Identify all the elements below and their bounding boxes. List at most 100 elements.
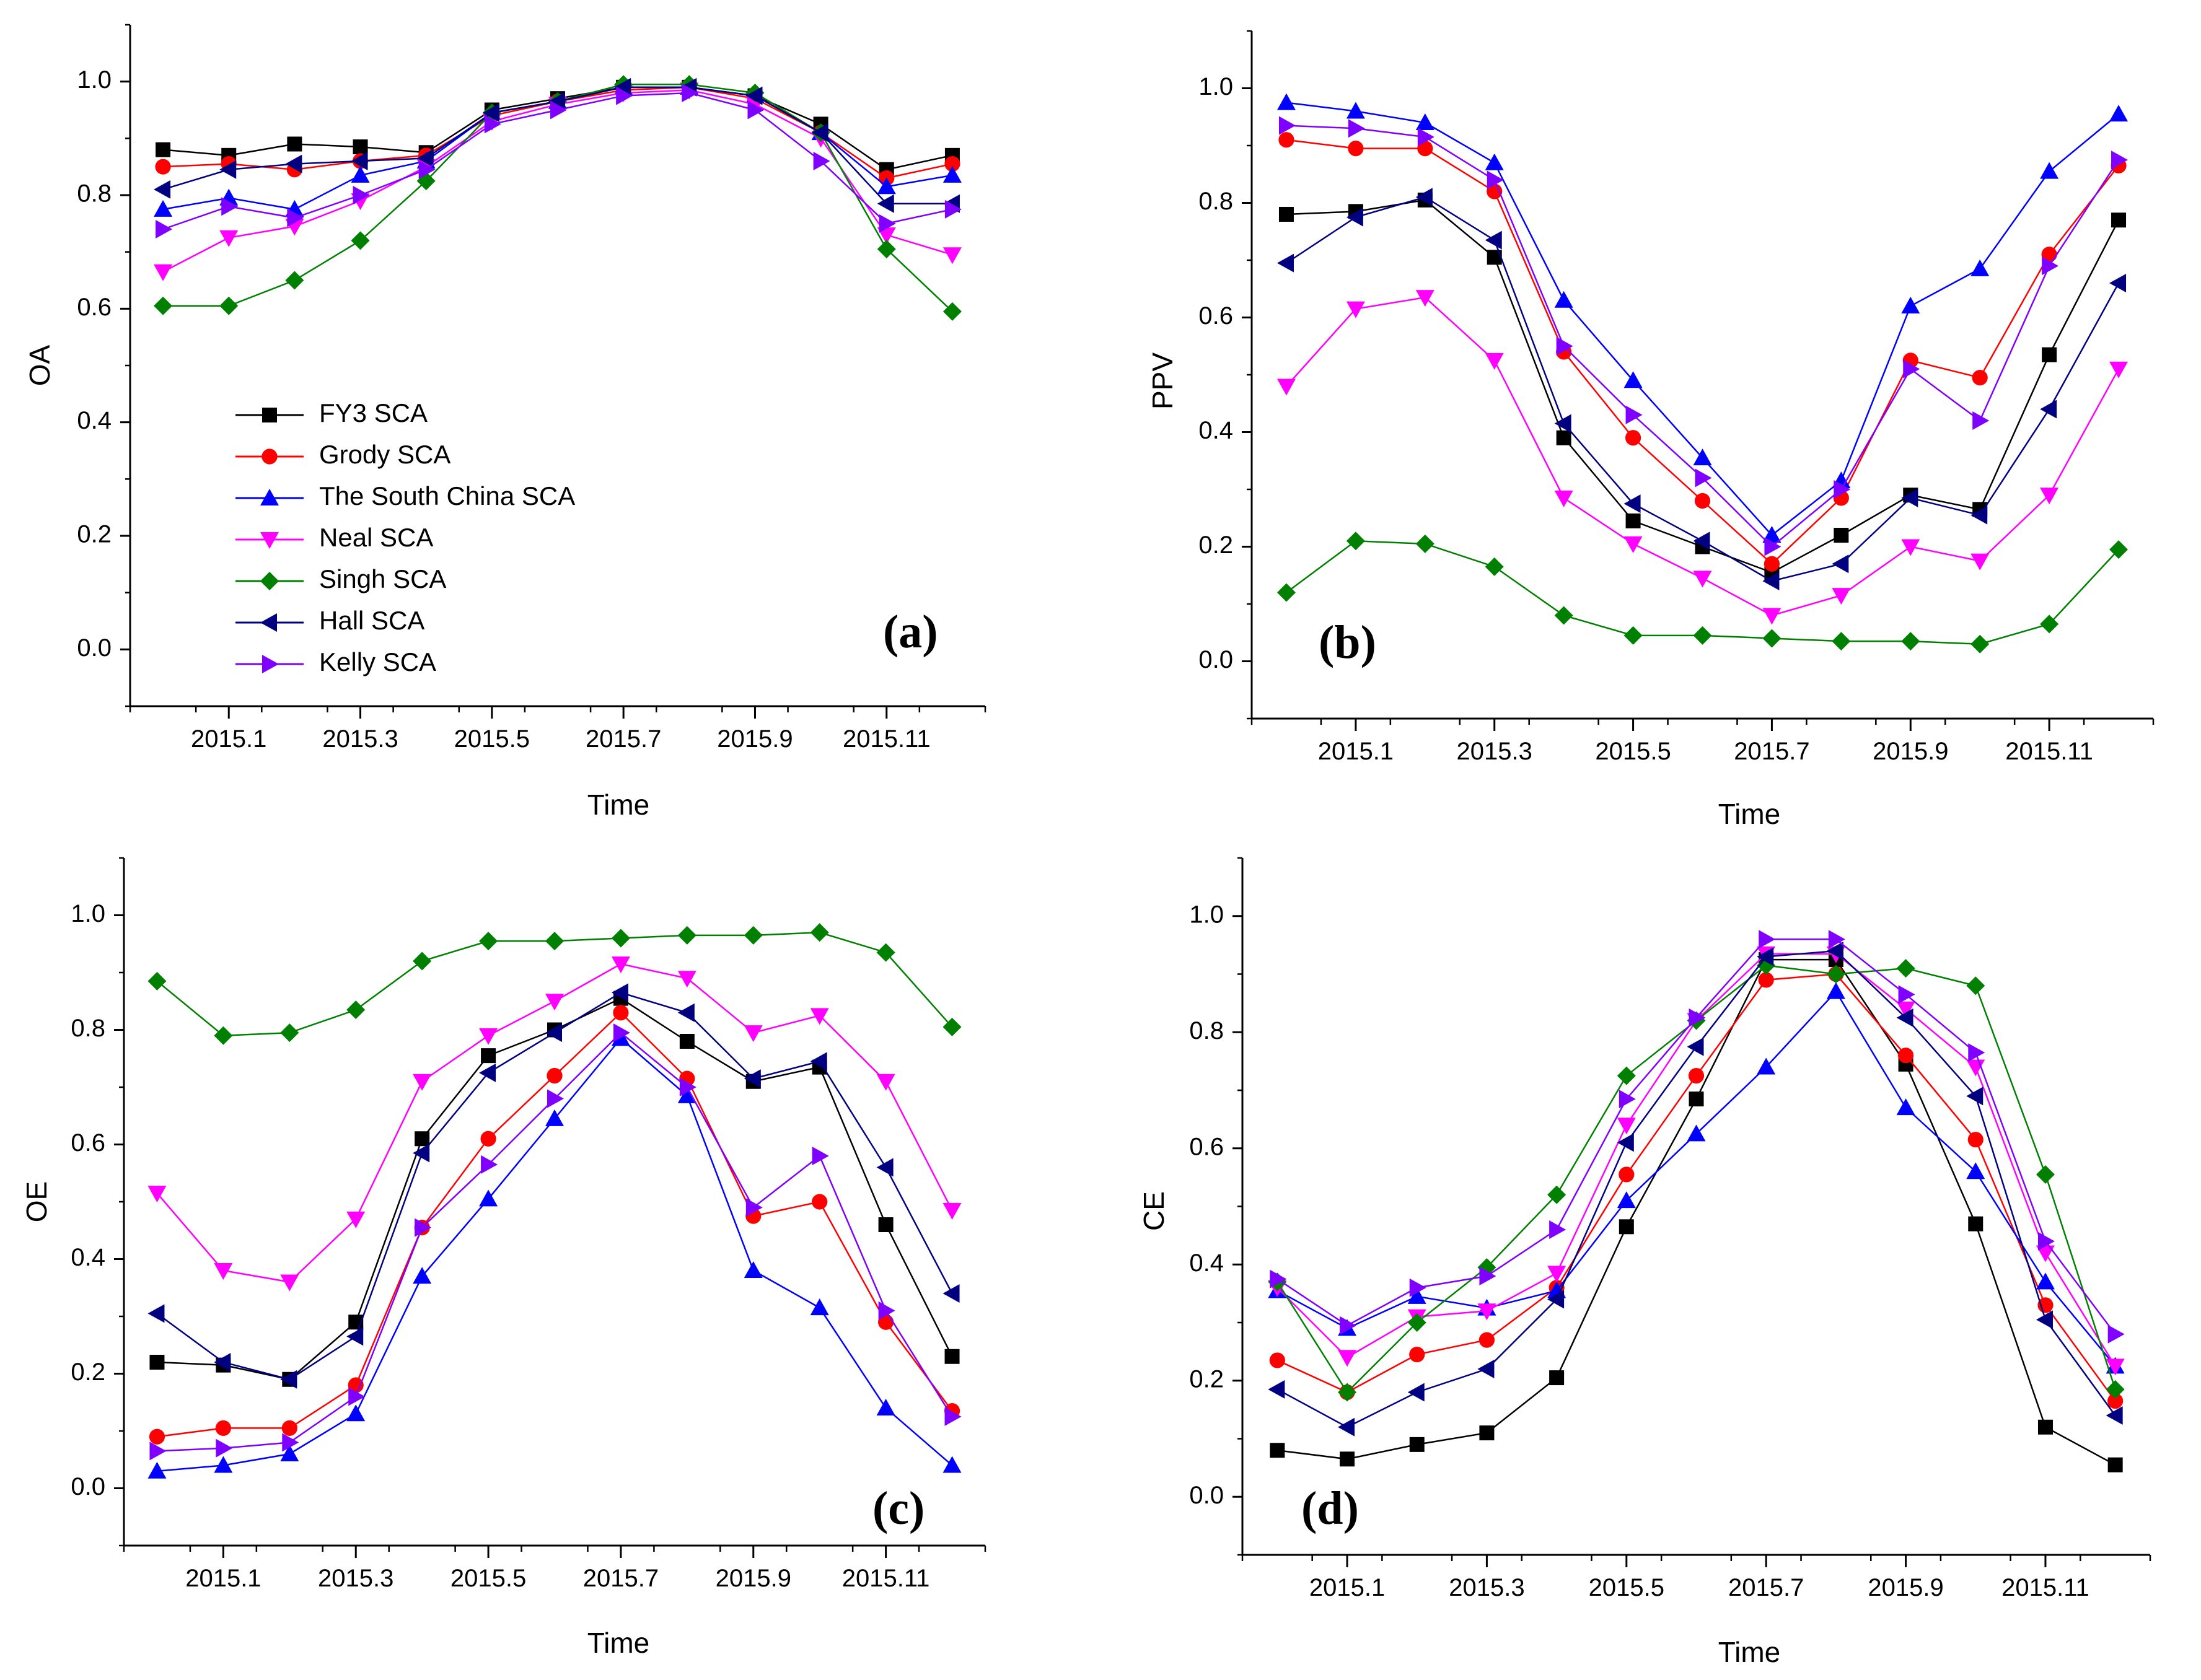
data-point-d (1966, 976, 1985, 995)
data-point-a (616, 86, 633, 105)
panel-c-label: (c) (872, 1482, 925, 1534)
data-point-a (745, 86, 763, 105)
data-point-d (1689, 1008, 1706, 1027)
data-point-c (545, 1023, 562, 1043)
data-point-b (1556, 336, 1573, 356)
data-point-b (1276, 253, 1294, 273)
data-point-a (418, 160, 436, 179)
data-point-b (1415, 113, 1434, 130)
x-tick-label: 2015.7 (586, 725, 661, 753)
data-point-a (155, 159, 171, 175)
data-point-b (1348, 141, 1364, 157)
data-point-a (811, 123, 828, 142)
data-point-c (876, 943, 895, 962)
legend-label: Grody SCA (319, 440, 450, 469)
panel-c-ylabel: OE (20, 1181, 53, 1222)
data-point-b (1901, 539, 1920, 556)
data-point-c (280, 1445, 299, 1461)
data-point-d (1968, 1043, 1985, 1062)
data-point-b (1832, 632, 1851, 651)
data-point-a (287, 208, 304, 227)
data-point-a (682, 84, 699, 102)
panel-a-ylabel: OA (24, 344, 56, 386)
data-point-a (219, 296, 239, 315)
data-point-c (479, 932, 498, 951)
data-point-d (1338, 1417, 1355, 1437)
y-tick-label: 0.8 (1198, 188, 1233, 215)
data-point-b (2111, 212, 2127, 228)
data-point-a (942, 247, 962, 265)
series-line-kelly-sca (1286, 125, 2120, 548)
data-point-d (1687, 1124, 1706, 1142)
data-point-c (214, 1026, 233, 1045)
data-point-b (1764, 537, 1781, 556)
data-point-d (1617, 1066, 1636, 1085)
data-point-d (1687, 1037, 1704, 1056)
data-point-c (679, 1078, 696, 1096)
data-point-a (944, 155, 960, 172)
data-point-b (1764, 556, 1780, 572)
legend-item-singh: Singh SCA (235, 564, 446, 593)
data-point-b (2040, 615, 2059, 634)
data-point-b (1695, 468, 1712, 488)
data-point-a (614, 77, 631, 97)
data-point-b (1485, 557, 1504, 576)
data-point-a (550, 100, 567, 120)
y-tick-label: 0.6 (1189, 1133, 1224, 1160)
data-point-d (1549, 1370, 1565, 1386)
data-point-c (214, 1456, 233, 1473)
data-point-a (156, 142, 171, 157)
data-point-b (1832, 554, 1849, 574)
data-point-d (1826, 982, 1845, 999)
legend-label: Kelly SCA (319, 647, 436, 676)
data-point-c (611, 956, 630, 974)
data-point-a (747, 100, 765, 120)
y-tick-label: 0.4 (71, 1244, 105, 1271)
panel-a-axes: 0.0 0.2 0.4 0.6 0.8 1.0 2015.1 2015.3 2015.5 2015… (77, 24, 986, 753)
data-point-a (285, 271, 304, 290)
data-point-b (1415, 188, 1433, 207)
data-point-a (351, 152, 368, 170)
data-point-d (1549, 1220, 1566, 1239)
x-tick-label: 2015.11 (2005, 738, 2093, 765)
data-point-b (1903, 359, 1920, 378)
y-tick-label: 0.2 (1189, 1365, 1224, 1393)
data-point-c (876, 1399, 895, 1415)
data-point-a (154, 180, 171, 199)
y-tick-label: 0.6 (77, 294, 112, 321)
panel-c-xlabel: Time (587, 1627, 650, 1659)
x-tick-label: 2015.7 (1728, 1574, 1804, 1601)
data-point-d (1547, 1290, 1565, 1309)
y-tick-label: 0.0 (1198, 646, 1233, 673)
data-point-c (744, 925, 763, 945)
data-point-d (1966, 1162, 1985, 1179)
data-point-b (1485, 230, 1502, 250)
data-point-b (1762, 629, 1781, 648)
data-point-b (1901, 488, 1918, 507)
y-tick-label: 0.0 (77, 634, 112, 662)
data-point-c (613, 1005, 629, 1021)
panel-c-axes: 0.0 0.2 0.4 0.6 0.8 1.0 2015.1 2015.3 2015.5 2015… (71, 857, 986, 1592)
data-point-c (413, 1144, 430, 1163)
data-point-c (346, 1211, 366, 1228)
data-point-c (479, 1028, 498, 1045)
legend-marker (260, 613, 277, 632)
legend-marker (261, 448, 278, 465)
data-point-a (287, 136, 302, 152)
data-point-b (1554, 414, 1571, 433)
panel-b: 0.0 0.2 0.4 0.6 0.8 1.0 2015.1 2015.3 2015.5 2015… (1146, 30, 2155, 830)
panel-b-xlabel: Time (1718, 798, 1781, 830)
data-point-d (1826, 965, 1845, 984)
x-tick-label: 2015.9 (1873, 738, 1948, 765)
data-point-b (2040, 488, 2059, 505)
data-point-d (1547, 1266, 1566, 1283)
data-point-d (2036, 1272, 2055, 1290)
data-point-a (548, 92, 565, 111)
data-point-c (810, 1008, 829, 1025)
data-point-b (2041, 247, 2057, 263)
panel-b-ylabel: PPV (1146, 352, 1179, 409)
legend-label: Neal SCA (319, 523, 433, 552)
series-line-fy3-sca (1277, 958, 2116, 1466)
data-point-d (2106, 1406, 2123, 1425)
data-point-b (1554, 291, 1573, 308)
